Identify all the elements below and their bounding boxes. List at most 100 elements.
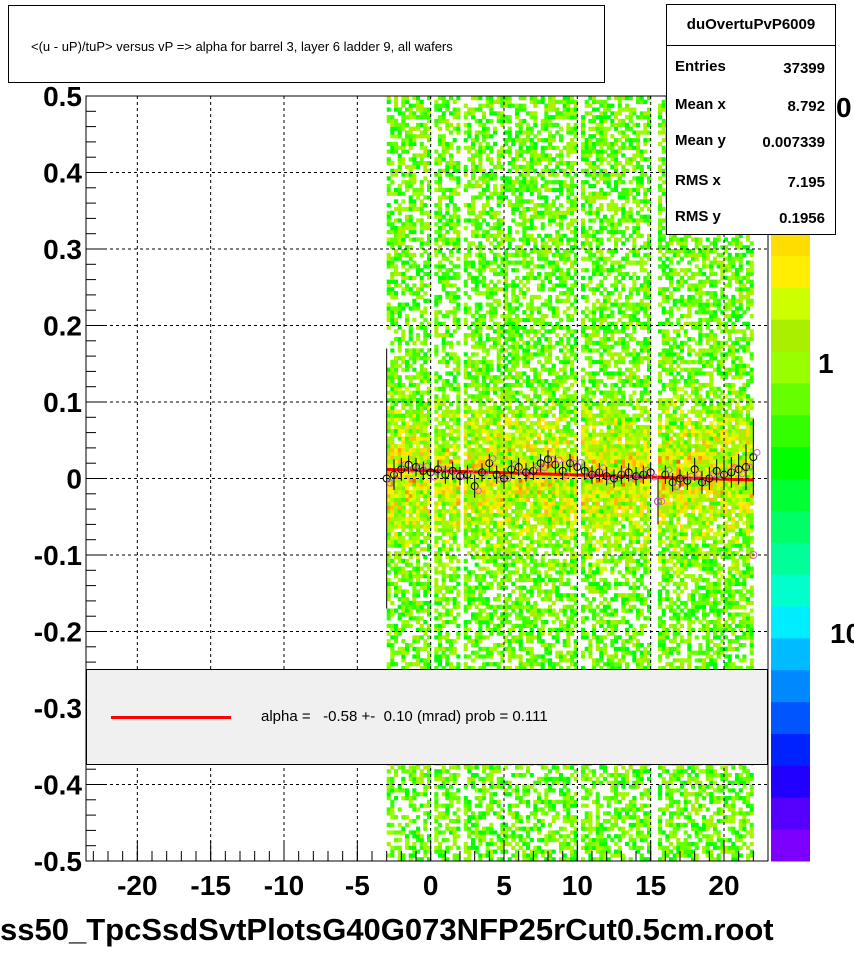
heatmap-cell	[394, 359, 399, 365]
heatmap-cell	[533, 857, 538, 862]
heatmap-cell	[482, 459, 487, 464]
heatmap-cell	[489, 161, 494, 166]
heatmap-cell	[507, 321, 512, 326]
heatmap-cell	[489, 482, 494, 487]
heatmap-cell	[386, 405, 391, 411]
heatmap-cell	[496, 164, 501, 170]
heatmap-cell	[445, 811, 450, 816]
heatmap-cell	[427, 153, 432, 158]
heatmap-cell	[394, 589, 399, 594]
heatmap-cell	[471, 482, 476, 487]
heatmap-cell	[412, 493, 417, 499]
heatmap-cell	[496, 375, 501, 380]
heatmap-cell	[445, 620, 450, 625]
heatmap-cell	[449, 765, 454, 770]
heatmap-cell	[507, 421, 512, 426]
heatmap-cell	[401, 428, 406, 434]
heatmap-cell	[405, 218, 410, 223]
heatmap-cell	[416, 268, 421, 273]
heatmap-cell	[493, 643, 498, 648]
heatmap-cell	[397, 597, 402, 602]
heatmap-cell	[511, 486, 516, 491]
heatmap-cell	[482, 115, 487, 120]
heatmap-cell	[441, 428, 446, 434]
heatmap-cell	[482, 520, 487, 525]
heatmap-cell	[423, 359, 428, 365]
heatmap-cell	[496, 478, 501, 483]
heatmap-cell	[537, 505, 542, 510]
heatmap-cell	[416, 577, 421, 583]
heatmap-cell	[507, 333, 512, 338]
heatmap-cell	[405, 402, 410, 407]
heatmap-cell	[390, 608, 395, 613]
heatmap-cell	[467, 359, 472, 365]
heatmap-cell	[401, 275, 406, 281]
heatmap-cell	[405, 796, 410, 801]
heatmap-cell	[386, 524, 391, 529]
heatmap-cell	[507, 371, 512, 376]
heatmap-cell	[452, 604, 457, 609]
heatmap-cell	[482, 180, 487, 185]
heatmap-cell	[471, 555, 476, 560]
heatmap-cell	[522, 482, 527, 487]
heatmap-cell	[467, 260, 472, 265]
heatmap-cell	[504, 386, 509, 391]
heatmap-cell	[390, 409, 395, 414]
heatmap-cell	[456, 321, 461, 326]
heatmap-cell	[408, 402, 413, 407]
heatmap-cell	[449, 191, 454, 196]
heatmap-cell	[511, 773, 516, 778]
heatmap-cell	[445, 103, 450, 108]
heatmap-cell	[423, 509, 428, 514]
heatmap-cell	[518, 382, 523, 388]
heatmap-cell	[474, 310, 479, 315]
heatmap-cell	[463, 811, 468, 816]
heatmap-cell	[390, 375, 395, 380]
heatmap-cell	[463, 421, 468, 426]
heatmap-cell	[386, 792, 391, 797]
heatmap-cell	[478, 130, 483, 135]
heatmap-cell	[526, 574, 531, 579]
heatmap-cell	[416, 444, 421, 449]
heatmap-cell	[427, 512, 432, 518]
heatmap-cell	[401, 482, 406, 487]
heatmap-cell	[482, 103, 487, 108]
heatmap-cell	[507, 497, 512, 502]
heatmap-cell	[493, 493, 498, 499]
heatmap-cell	[478, 264, 483, 269]
heatmap-cell	[401, 138, 406, 143]
heatmap-cell	[511, 187, 516, 193]
heatmap-cell	[423, 367, 428, 372]
heatmap-cell	[386, 662, 391, 667]
heatmap-cell	[507, 780, 512, 785]
heatmap-cell	[485, 803, 490, 808]
heatmap-cell	[522, 371, 527, 376]
heatmap-cell	[434, 317, 439, 323]
heatmap-cell	[504, 249, 509, 254]
heatmap-cell	[405, 444, 410, 449]
heatmap-cell	[504, 417, 509, 422]
heatmap-cell	[496, 665, 501, 671]
heatmap-cell	[489, 474, 494, 479]
heatmap-cell	[397, 398, 402, 403]
heatmap-cell	[416, 424, 421, 430]
heatmap-cell	[456, 424, 461, 430]
heatmap-cell	[423, 826, 428, 831]
heatmap-cell	[504, 363, 509, 368]
heatmap-cell	[445, 612, 450, 617]
heatmap-cell	[511, 845, 516, 850]
heatmap-cell	[456, 662, 461, 667]
heatmap-cell	[390, 130, 395, 135]
heatmap-cell	[401, 597, 406, 602]
heatmap-cell	[397, 394, 402, 399]
heatmap-cell	[405, 447, 410, 453]
heatmap-cell	[474, 218, 479, 223]
heatmap-cell	[386, 161, 391, 166]
heatmap-cell	[511, 206, 516, 212]
heatmap-cell	[408, 275, 413, 281]
heatmap-cell	[504, 635, 509, 640]
heatmap-cell	[471, 811, 476, 816]
heatmap-cell	[533, 662, 538, 667]
heatmap-cell	[452, 780, 457, 785]
heatmap-cell	[449, 799, 454, 805]
